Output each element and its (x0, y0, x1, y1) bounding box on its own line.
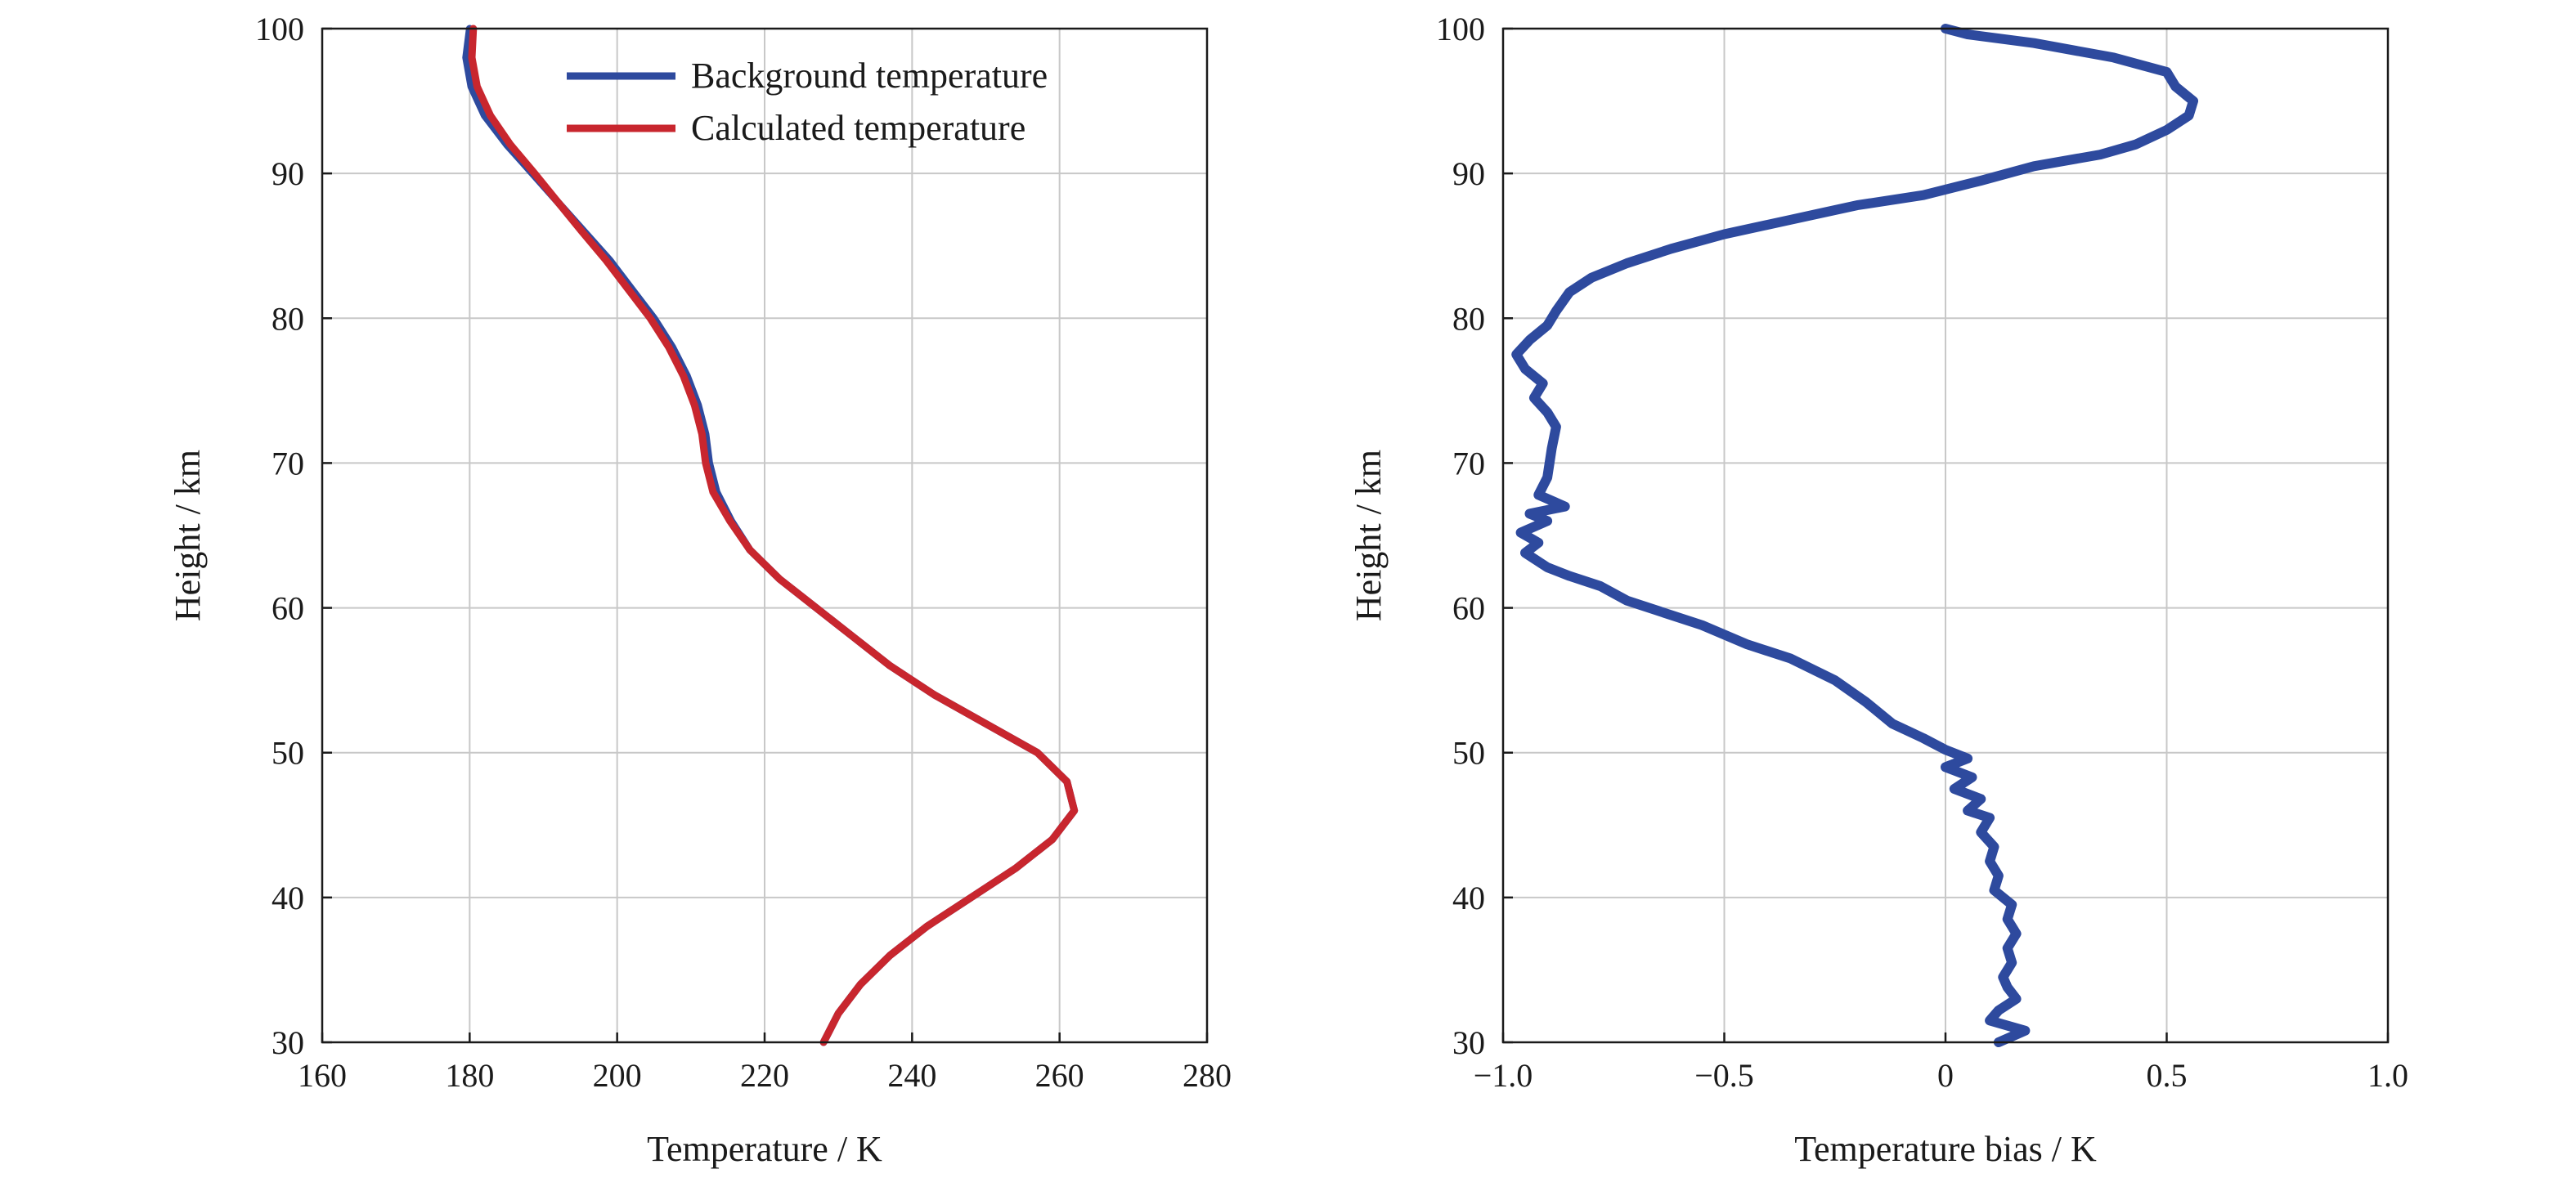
right-chart-panel: −1.0 −0.5 0 0.5 1.0 30 40 50 60 70 80 90 100 Tempera… (1349, 11, 2408, 1169)
left-series-line-calculated-temperature (468, 25, 1079, 1046)
left-y-tick-label: 40 (272, 880, 304, 916)
right-y-tick-label: 70 (1452, 445, 1485, 482)
right-series-layer (1511, 24, 2198, 1047)
right-x-tick-label: 1.0 (2367, 1057, 2408, 1094)
left-series-layer (462, 25, 1079, 1046)
right-x-tick-label: 0 (1937, 1057, 1954, 1094)
left-x-tick-label: 220 (740, 1057, 789, 1094)
left-x-tick-label: 280 (1183, 1057, 1232, 1094)
left-x-tick-label: 260 (1035, 1057, 1084, 1094)
left-y-tick-label: 30 (272, 1024, 304, 1061)
left-y-tick-label: 50 (272, 735, 304, 772)
right-series-line-temperature-bias (1511, 24, 2198, 1047)
right-x-axis-label: Temperature bias / K (1794, 1129, 2097, 1169)
right-y-tick-label: 60 (1452, 590, 1485, 627)
left-y-tick-label: 60 (272, 590, 304, 627)
left-grid (322, 29, 1207, 1042)
right-tick-layer: −1.0 −0.5 0 0.5 1.0 30 40 50 60 70 80 90 100 (1436, 11, 2408, 1094)
right-y-tick-label: 40 (1452, 880, 1485, 916)
left-tick-layer: 160 180 200 220 240 260 280 30 40 50 60 70 80 90 100 (255, 11, 1232, 1094)
legend-label-background-temperature: Background temperature (691, 56, 1048, 96)
left-y-tick-label: 90 (272, 155, 304, 192)
left-chart-panel: 160 180 200 220 240 260 280 30 40 50 60 70 80 90 100 T… (168, 11, 1232, 1169)
left-x-axis-label: Temperature / K (647, 1129, 882, 1169)
right-grid (1503, 29, 2388, 1042)
left-y-axis-label: Height / km (168, 450, 208, 621)
right-y-tick-label: 100 (1436, 11, 1485, 47)
right-y-tick-label: 30 (1452, 1024, 1485, 1061)
left-x-tick-label: 180 (445, 1057, 494, 1094)
right-y-tick-label: 50 (1452, 735, 1485, 772)
left-x-tick-label: 160 (298, 1057, 347, 1094)
legend-label-calculated-temperature: Calculated temperature (691, 108, 1025, 148)
left-y-tick-label: 80 (272, 300, 304, 337)
right-x-tick-label: 0.5 (2147, 1057, 2188, 1094)
left-y-tick-label: 100 (255, 11, 304, 47)
right-y-tick-label: 90 (1452, 155, 1485, 192)
left-x-tick-label: 200 (593, 1057, 642, 1094)
legend: Background temperature Calculated temper… (567, 56, 1048, 148)
right-y-tick-label: 80 (1452, 300, 1485, 337)
right-x-tick-label: −0.5 (1694, 1057, 1754, 1094)
right-y-axis-label: Height / km (1349, 450, 1389, 621)
left-x-tick-label: 240 (887, 1057, 936, 1094)
right-x-tick-label: −1.0 (1474, 1057, 1533, 1094)
left-y-tick-label: 70 (272, 445, 304, 482)
